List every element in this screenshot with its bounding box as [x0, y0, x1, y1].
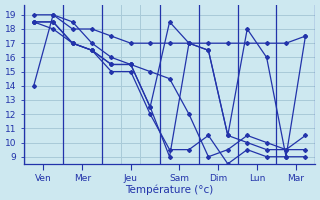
X-axis label: Température (°c): Température (°c)	[125, 185, 214, 195]
